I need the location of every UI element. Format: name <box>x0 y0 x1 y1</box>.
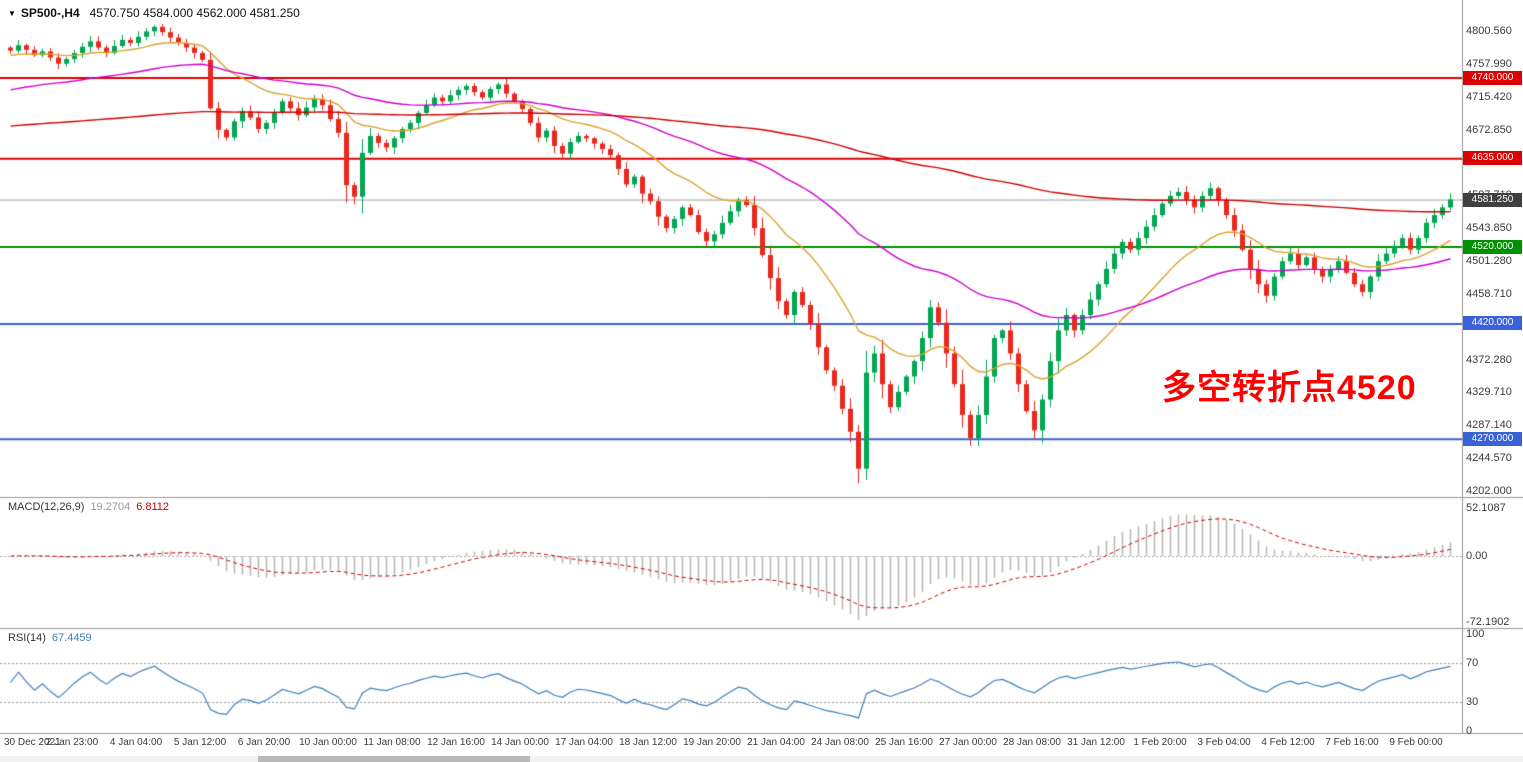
macd-indicator-label[interactable]: MACD(12,26,9) 19.2704 6.8112 <box>8 501 169 513</box>
macd-tick-label: -72.1902 <box>1466 616 1510 628</box>
macd-tick-label: 0.00 <box>1466 550 1488 562</box>
collapse-triangle-icon[interactable]: ▼ <box>8 9 16 18</box>
time-axis-label: 4 Feb 12:00 <box>1261 737 1315 748</box>
time-axis-label: 27 Jan 00:00 <box>939 737 997 748</box>
macd-name: MACD(12,26,9) <box>8 501 85 513</box>
time-axis-label: 19 Jan 20:00 <box>683 737 741 748</box>
price-tick-label: 4244.570 <box>1466 452 1512 465</box>
time-axis-label: 30 Dec 2021 <box>4 737 61 748</box>
price-tick-label: 4202.000 <box>1466 485 1512 497</box>
time-axis-label: 7 Feb 16:00 <box>1325 737 1379 748</box>
chart-title: ▼ SP500-,H4 4570.750 4584.000 4562.000 458… <box>8 6 300 20</box>
scrollbar-thumb[interactable] <box>258 756 530 762</box>
price-tick-label: 4287.140 <box>1466 419 1512 432</box>
rsi-tick-label: 70 <box>1466 657 1479 669</box>
rsi-value: 67.4459 <box>51 632 92 644</box>
time-axis-label: 17 Jan 04:00 <box>555 737 613 748</box>
price-level-tag: 4581.250 <box>1463 192 1522 207</box>
symbol-timeframe-label: SP500-,H4 <box>20 6 80 20</box>
price-tick-label: 4372.280 <box>1466 353 1512 366</box>
macd-tick-label: 52.1087 <box>1466 502 1506 514</box>
price-tick-label: 4329.710 <box>1466 386 1512 399</box>
ohlc-readout: 4570.750 4584.000 4562.000 4581.250 <box>89 6 300 20</box>
time-axis-label: 10 Jan 00:00 <box>299 737 357 748</box>
rsi-name: RSI(14) <box>8 632 46 644</box>
time-axis-label: 31 Jan 12:00 <box>1067 737 1125 748</box>
price-tick-label: 4543.850 <box>1466 222 1512 235</box>
rsi-indicator-label[interactable]: RSI(14) 67.4459 <box>8 632 92 644</box>
time-axis-label: 2 Jan 23:00 <box>45 737 99 748</box>
time-axis-label: 18 Jan 12:00 <box>619 737 677 748</box>
price-tick-label: 4672.850 <box>1466 123 1512 136</box>
time-axis-label: 21 Jan 04:00 <box>747 737 805 748</box>
macd-main-value: 19.2704 <box>90 501 131 513</box>
price-level-tag: 4270.000 <box>1463 431 1522 446</box>
rsi-tick-label: 30 <box>1466 696 1479 708</box>
time-axis-label: 5 Jan 12:00 <box>173 737 227 748</box>
time-axis-label: 28 Jan 08:00 <box>1003 737 1061 748</box>
time-axis-label: 25 Jan 16:00 <box>875 737 933 748</box>
rsi-tick-label: 100 <box>1466 628 1485 640</box>
price-level-tag: 4420.000 <box>1463 316 1522 331</box>
time-axis-label: 4 Jan 04:00 <box>109 737 163 748</box>
time-axis-label: 3 Feb 04:00 <box>1197 737 1251 748</box>
price-tick-label: 4715.420 <box>1466 90 1512 103</box>
time-axis-label: 14 Jan 00:00 <box>491 737 549 748</box>
price-level-tag: 4635.000 <box>1463 151 1522 166</box>
price-tick-label: 4757.990 <box>1466 57 1512 70</box>
time-axis-label: 12 Jan 16:00 <box>427 737 485 748</box>
price-tick-label: 4501.280 <box>1466 255 1512 267</box>
price-level-tag: 4740.000 <box>1463 70 1522 85</box>
horizontal-scrollbar[interactable] <box>0 756 1523 762</box>
price-tick-label: 4458.710 <box>1466 287 1512 300</box>
time-axis-label: 11 Jan 08:00 <box>363 737 421 748</box>
macd-signal-value: 6.8112 <box>136 501 170 513</box>
price-level-tag: 4520.000 <box>1463 239 1522 254</box>
time-axis-label: 1 Feb 20:00 <box>1133 737 1187 748</box>
time-axis-label: 9 Feb 00:00 <box>1389 737 1443 748</box>
time-axis-label: 6 Jan 20:00 <box>237 737 291 748</box>
time-axis-label: 24 Jan 08:00 <box>811 737 869 748</box>
chart-annotation-text[interactable]: 多空转折点4520 <box>1162 369 1417 407</box>
rsi-tick-label: 0 <box>1466 725 1473 737</box>
price-tick-label: 4800.560 <box>1466 25 1512 37</box>
